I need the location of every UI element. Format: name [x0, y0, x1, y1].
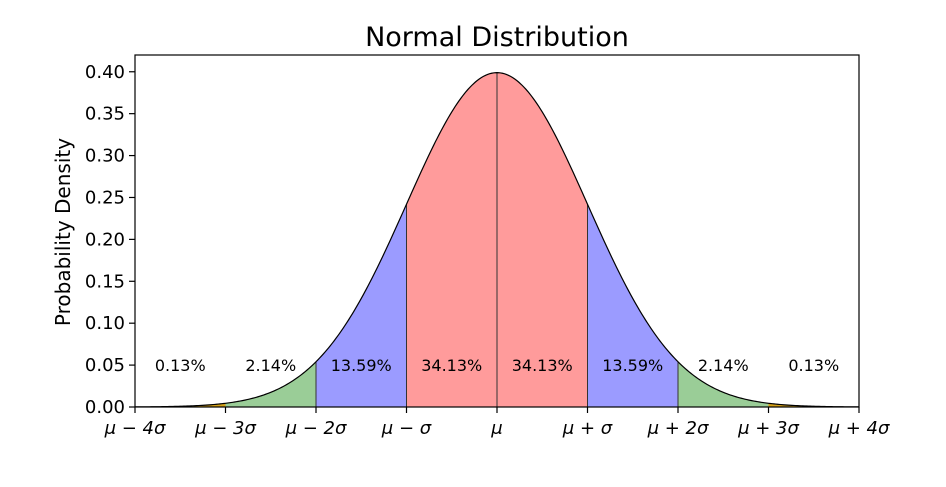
- y-tick-label-8: 0.40: [85, 62, 125, 83]
- region-percent-labels: 0.13% 2.14% 13.59% 34.13% 34.13% 13.59% 2.14% 0…: [155, 356, 839, 375]
- y-tick-label-5: 0.25: [85, 187, 125, 208]
- density-curve: [134, 72, 860, 408]
- y-tick-label-4: 0.20: [85, 229, 125, 250]
- y-axis-ticks: 0.00 0.05 0.10 0.15 0.20 0.25 0.30 0.35 0.40: [85, 62, 135, 418]
- chart-title: Normal Distribution: [365, 22, 629, 53]
- y-tick-label-6: 0.30: [85, 146, 125, 167]
- region-percent-label-3: 34.13%: [421, 356, 482, 375]
- y-tick-label-7: 0.35: [85, 104, 125, 125]
- region-fill-4: [497, 72, 588, 407]
- x-tick-label-7: μ + 3σ: [737, 418, 799, 439]
- x-tick-label-5: μ + σ: [562, 418, 613, 439]
- y-tick-label-1: 0.05: [85, 355, 125, 376]
- region-percent-label-6: 2.14%: [698, 356, 749, 375]
- region-percent-label-2: 13.59%: [331, 356, 392, 375]
- x-tick-label-0: μ − 4σ: [104, 418, 166, 439]
- region-percent-label-4: 34.13%: [512, 356, 573, 375]
- x-tick-label-4: μ: [490, 418, 502, 439]
- y-tick-label-0: 0.00: [85, 397, 125, 418]
- x-tick-label-1: μ − 3σ: [194, 418, 256, 439]
- region-fill-3: [406, 72, 497, 407]
- x-tick-label-6: μ + 2σ: [647, 418, 709, 439]
- region-fill-6: [678, 361, 769, 407]
- region-fill-0: [135, 403, 226, 407]
- region-percent-label-1: 2.14%: [245, 356, 296, 375]
- x-tick-label-3: μ − σ: [381, 418, 432, 439]
- region-percent-label-0: 0.13%: [155, 356, 206, 375]
- region-percent-label-5: 13.59%: [602, 356, 663, 375]
- x-axis-ticks: μ − 4σ μ − 3σ μ − 2σ μ − σ μ μ + σ μ + 2σ μ + 3…: [104, 407, 890, 439]
- sigma-boundary-lines: [315, 72, 679, 407]
- region-fill-7: [768, 403, 859, 407]
- y-tick-label-3: 0.15: [85, 271, 125, 292]
- y-axis-label: Probability Density: [51, 138, 75, 326]
- region-fill-1: [225, 361, 316, 407]
- x-tick-label-2: μ − 2σ: [285, 418, 347, 439]
- x-tick-label-8: μ + 4σ: [828, 418, 890, 439]
- density-curve-group: [134, 72, 860, 408]
- region-percent-label-7: 0.13%: [788, 356, 839, 375]
- y-tick-label-2: 0.10: [85, 313, 125, 334]
